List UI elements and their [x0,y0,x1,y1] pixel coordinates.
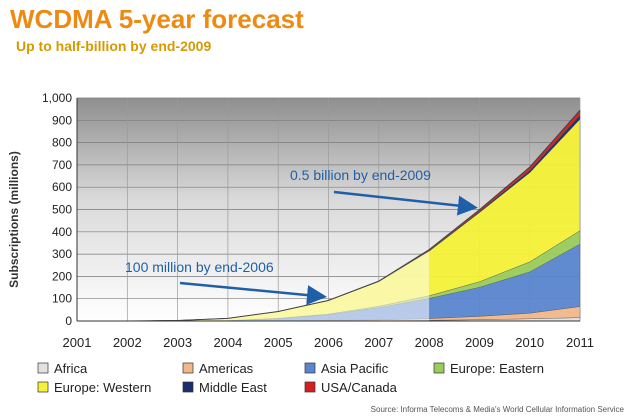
legend-swatch-europe-western [37,381,49,393]
annotation-arrow [179,281,327,306]
legend-swatch-europe-eastern [433,362,445,374]
legend-label-middle-east: Middle East [199,380,267,395]
annotation-label: 100 million by end-2006 [125,259,274,275]
legend-label-usa-canada: USA/Canada [321,380,398,395]
page-title: WCDMA 5-year forecast [10,4,304,34]
x-tick-label: 2010 [515,335,544,350]
y-tick-label: 200 [52,269,72,283]
legend-label-europe-eastern: Europe: Eastern [450,361,544,376]
x-tick-label: 2007 [364,335,393,350]
y-tick-label: 0 [65,314,72,328]
y-tick-label: 500 [52,203,72,217]
legend-label-africa: Africa [54,361,88,376]
y-tick-label: 300 [52,247,72,261]
y-tick-label: 800 [52,136,72,150]
legend-swatch-usa-canada [304,381,316,393]
y-tick-label: 1,000 [42,91,72,105]
x-tick-label: 2004 [213,335,242,350]
x-tick-label: 2002 [113,335,142,350]
legend-label-asia-pacific: Asia Pacific [321,361,389,376]
y-tick-label: 400 [52,225,72,239]
y-tick-label: 100 [52,292,72,306]
legend-label-americas: Americas [199,361,254,376]
legend-swatch-middle-east [182,381,194,393]
x-tick-label: 2005 [264,335,293,350]
x-tick-label: 2008 [415,335,444,350]
x-tick-label: 2003 [163,335,192,350]
page-subtitle: Up to half-billion by end-2009 [16,38,212,54]
y-tick-label: 600 [52,180,72,194]
legend-label-europe-western: Europe: Western [54,380,151,395]
source-note: Source: Informa Telecoms & Media's World… [370,405,624,414]
x-tick-label: 2011 [566,335,594,350]
y-axis-label: Subscriptions (millions) [7,151,21,288]
x-tick-label: 2006 [314,335,343,350]
legend-swatch-americas [182,362,194,374]
legend-swatch-africa [37,362,49,374]
x-tick-label: 2001 [63,335,92,350]
annotation-arrow [333,190,478,216]
x-tick-label: 2009 [465,335,494,350]
legend-swatch-asia-pacific [304,362,316,374]
annotation-label: 0.5 billion by end-2009 [290,167,431,183]
y-tick-label: 900 [52,113,72,127]
area-fade-overlay [177,251,430,321]
y-tick-label: 700 [52,158,72,172]
